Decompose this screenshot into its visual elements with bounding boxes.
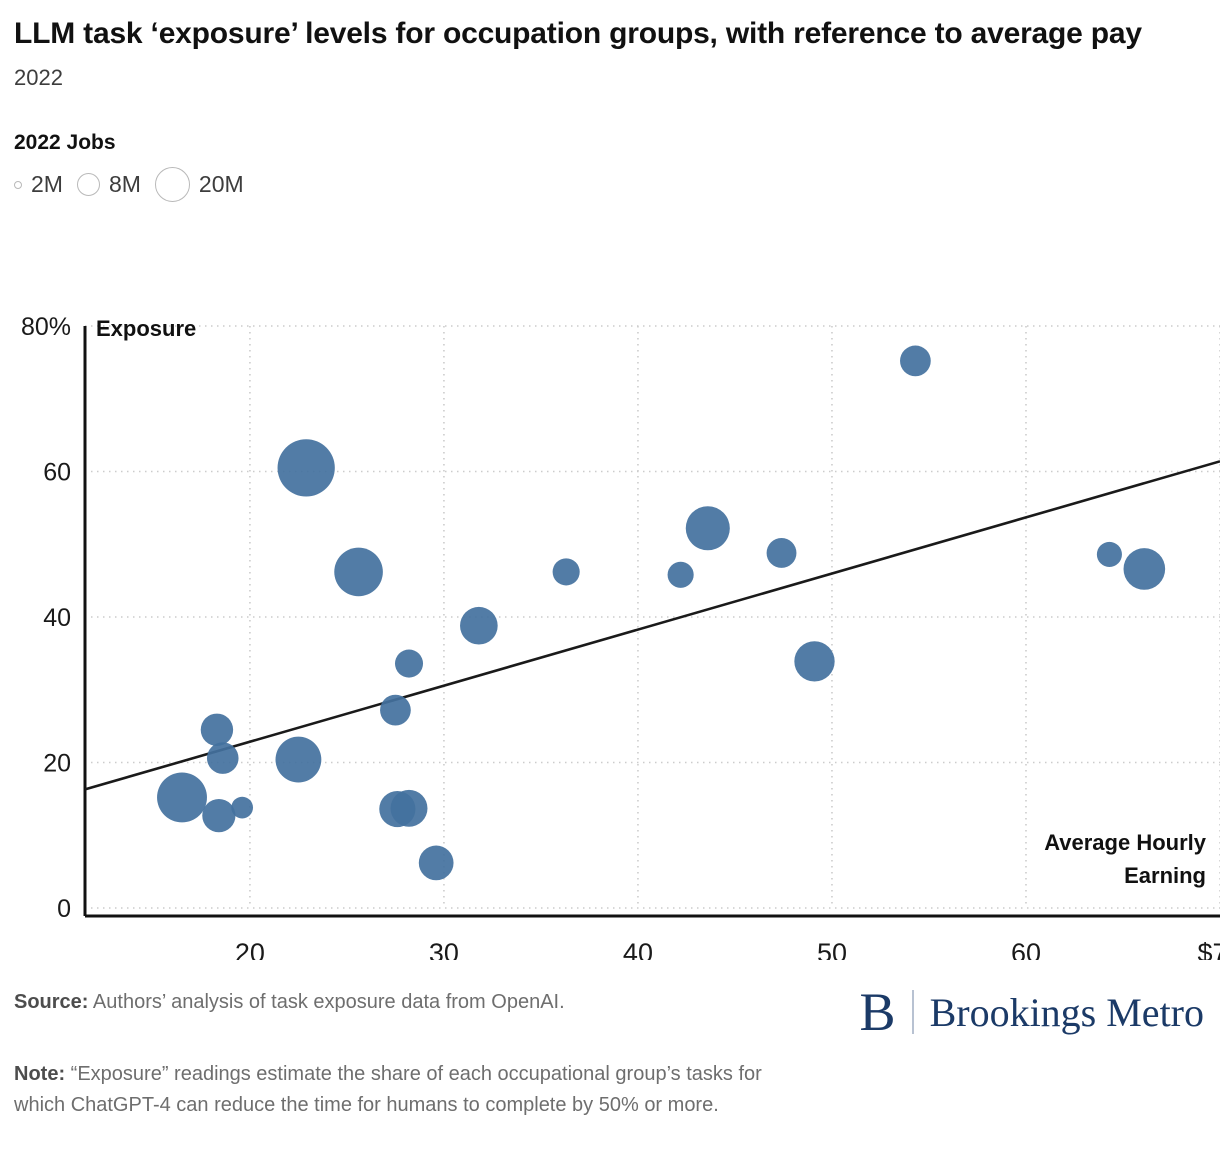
y-tick-label: 80% [21, 313, 71, 341]
data-bubble [200, 713, 234, 746]
x-tick-label: 60 [1011, 938, 1041, 960]
y-tick-label: 20 [43, 750, 71, 778]
data-bubble [667, 561, 694, 588]
axis-lines [83, 326, 1220, 918]
data-bubble [334, 547, 383, 597]
size-legend-label: 2M [31, 171, 63, 198]
y-tick-label: 40 [43, 604, 71, 632]
x-tick-label: 50 [817, 938, 847, 960]
size-legend-bubble-icon [154, 167, 190, 203]
y-axis-title: Exposure [96, 316, 196, 341]
data-bubble [1123, 548, 1166, 590]
brookings-metro-logo: B Brookings Metro [860, 985, 1206, 1039]
data-bubbles [157, 345, 1166, 881]
data-bubble [206, 742, 239, 774]
data-bubble [394, 649, 424, 678]
data-bubble [231, 796, 254, 819]
source-label: Source: [14, 991, 89, 1013]
size-legend-item: 8M [76, 171, 141, 198]
note-label: Note: [14, 1063, 66, 1085]
trend-line-path [84, 460, 1220, 791]
size-legend-bubble-icon [76, 173, 100, 197]
chart-footer: Source: Authors’ analysis of task exposu… [0, 985, 1220, 1121]
data-bubble [418, 845, 454, 881]
note-line: Note: “Exposure” readings estimate the s… [14, 1059, 804, 1121]
x-axis-title-line1: Average Hourly [1044, 830, 1207, 855]
data-bubble [380, 694, 411, 726]
data-bubble [460, 606, 498, 645]
data-bubble [390, 789, 428, 827]
data-bubble [794, 641, 835, 682]
size-legend-label: 20M [198, 171, 244, 198]
data-bubble [900, 345, 931, 377]
brookings-metro-wordmark: Brookings Metro [929, 989, 1204, 1035]
data-bubble [275, 736, 322, 783]
data-bubble [1096, 541, 1122, 567]
x-axis-tick-labels: 20 30 40 50 60 $70 [235, 938, 1220, 960]
x-tick-label: 30 [429, 938, 459, 960]
y-tick-label: 0 [57, 895, 71, 923]
size-legend-bubble-icon [14, 180, 22, 189]
trend-line [84, 460, 1220, 791]
size-legend-title: 2022 Jobs [14, 130, 116, 154]
x-tick-label: 40 [623, 938, 653, 960]
size-legend-label: 8M [108, 171, 141, 198]
note-body: “Exposure” readings estimate the share o… [14, 1063, 762, 1116]
size-legend-item: 2M [14, 171, 63, 198]
size-legend-items: 2M 8M 20M [14, 163, 1206, 207]
source-body: Authors’ analysis of task exposure data … [88, 991, 565, 1013]
x-tick-label: $70 [1197, 938, 1220, 960]
data-bubble [766, 538, 797, 568]
source-line: Source: Authors’ analysis of task exposu… [14, 985, 565, 1016]
size-legend: 2022 Jobs 2M 8M 20M [0, 131, 1220, 207]
chart-header: LLM task ‘exposure’ levels for occupatio… [0, 0, 1220, 91]
data-bubble [685, 506, 730, 551]
x-axis-title-line2: Earning [1124, 863, 1206, 888]
scatter-plot: 0 20 40 60 80% 20 30 40 50 60 $70 Exposure Averag… [0, 300, 1220, 960]
plot-canvas: 0 20 40 60 80% 20 30 40 50 60 $70 Exposure Averag… [21, 313, 1220, 960]
y-axis-tick-labels: 0 20 40 60 80% [21, 313, 71, 923]
data-bubble [552, 558, 580, 586]
gridlines [85, 325, 1220, 909]
logo-divider [911, 990, 914, 1034]
size-legend-item: 20M [154, 167, 244, 203]
data-bubble [277, 439, 335, 497]
page-title: LLM task ‘exposure’ levels for occupatio… [14, 17, 1142, 50]
x-tick-label: 20 [235, 938, 265, 960]
y-tick-label: 60 [43, 459, 71, 487]
brookings-b-mark: B [859, 982, 896, 1042]
data-bubble [157, 772, 207, 823]
chart-subtitle: 2022 [14, 64, 63, 90]
data-bubble [202, 799, 236, 833]
